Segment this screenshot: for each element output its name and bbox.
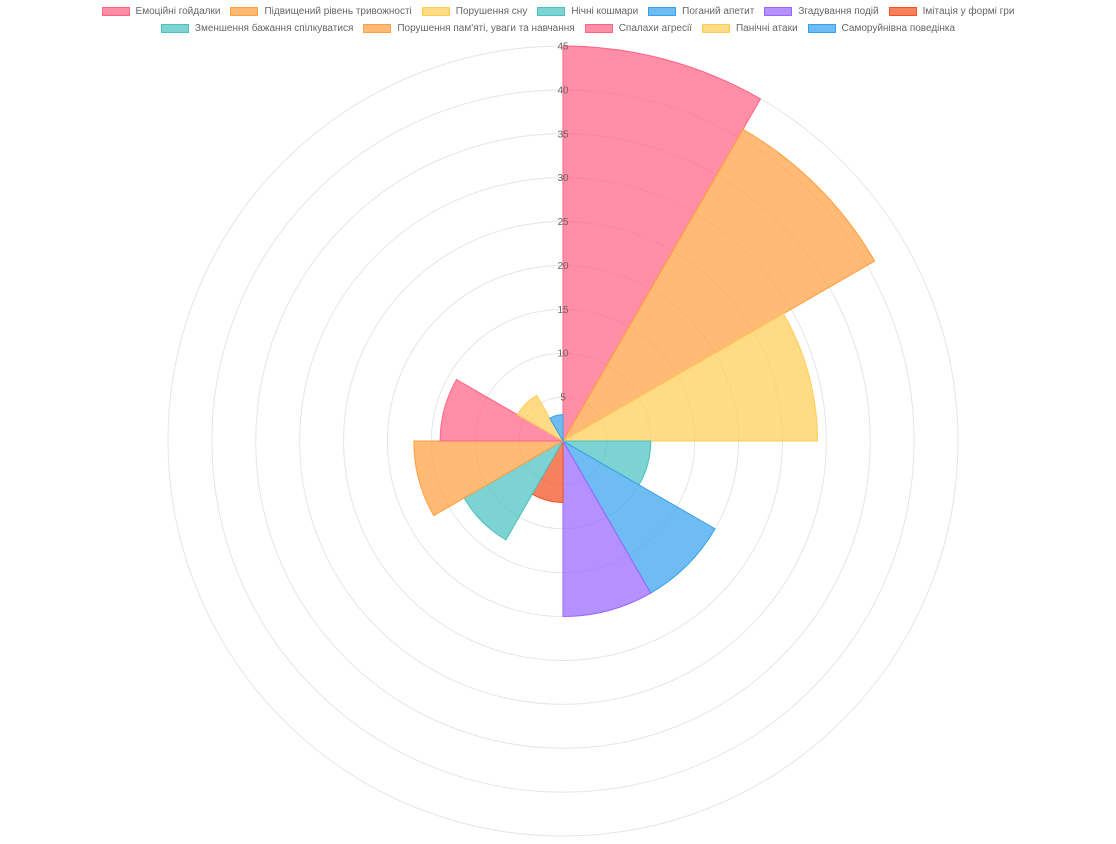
legend-label: Підвищений рівень тривожності: [264, 6, 412, 17]
r-tick-label: 5: [560, 393, 566, 404]
legend-swatch: [807, 24, 836, 33]
radial-tick-labels: 5 10 15 20 25 30 35 40 45: [557, 42, 569, 404]
legend-item[interactable]: Порушення сну: [421, 6, 528, 17]
r-tick-label: 40: [557, 85, 569, 96]
legend-swatch: [230, 7, 259, 16]
legend-item[interactable]: Зменшення бажання спілкуватися: [160, 23, 354, 34]
legend-swatch: [648, 7, 677, 16]
legend-swatch: [101, 7, 130, 16]
chart-slices: [413, 45, 876, 618]
slice-12[interactable]: [549, 414, 564, 443]
legend-swatch: [888, 7, 917, 16]
legend-swatch: [764, 7, 793, 16]
legend-item[interactable]: Згадування подій: [764, 6, 879, 17]
legend-label: Імітація у формі гри: [922, 6, 1015, 17]
legend-swatch: [537, 7, 566, 16]
r-tick-label: 45: [557, 42, 569, 53]
slice-6[interactable]: [562, 439, 652, 618]
legend-label: Саморуйнівна поведінка: [841, 23, 956, 34]
legend-label: Згадування подій: [798, 6, 879, 17]
r-tick-label: 30: [557, 173, 569, 184]
legend-label: Порушення пам'яті, уваги та навчання: [397, 23, 575, 34]
legend-label: Порушення сну: [455, 6, 528, 17]
legend-label: Поганий апетит: [682, 6, 755, 17]
r-tick-label: 25: [557, 217, 569, 228]
slice-3[interactable]: [561, 313, 819, 442]
legend-row-2: Зменшення бажання спілкуватися Порушення …: [0, 23, 1116, 34]
legend-item[interactable]: Поганий апетит: [648, 6, 754, 17]
legend-label: Емоційні гойдалки: [135, 6, 221, 17]
legend-item[interactable]: Нічні кошмари: [537, 6, 638, 17]
r-tick-label: 20: [557, 261, 569, 272]
legend-label: Панічні атаки: [735, 23, 798, 34]
legend-item[interactable]: Підвищений рівень тривожності: [230, 6, 412, 17]
legend-swatch: [421, 7, 450, 16]
slice-5[interactable]: [561, 439, 716, 594]
slice-1[interactable]: [562, 45, 762, 443]
legend-item[interactable]: Емоційні гойдалки: [101, 6, 221, 17]
legend-swatch: [701, 24, 730, 33]
legend-label: Спалахи агресії: [618, 23, 692, 34]
r-tick-label: 35: [557, 129, 569, 140]
legend-label: Нічні кошмари: [571, 6, 639, 17]
slice-2[interactable]: [561, 128, 876, 443]
legend-item[interactable]: Імітація у формі гри: [888, 6, 1015, 17]
r-tick-label: 15: [557, 305, 569, 316]
legend-row-1: Емоційні гойдалки Підвищений рівень триво…: [0, 6, 1116, 17]
slice-10[interactable]: [439, 378, 565, 442]
legend-item[interactable]: Саморуйнівна поведінка: [807, 23, 956, 34]
slice-9[interactable]: [413, 440, 565, 517]
legend-swatch: [584, 24, 613, 33]
legend-item[interactable]: Панічні атаки: [701, 23, 798, 34]
slice-11[interactable]: [516, 394, 565, 443]
r-tick-label: 10: [557, 349, 569, 360]
legend-item[interactable]: Порушення пам'яті, уваги та навчання: [363, 23, 575, 34]
legend-swatch: [363, 24, 392, 33]
legend-swatch: [160, 24, 189, 33]
legend-label: Зменшення бажання спілкуватися: [194, 23, 354, 34]
legend-item[interactable]: Спалахи агресії: [584, 23, 692, 34]
